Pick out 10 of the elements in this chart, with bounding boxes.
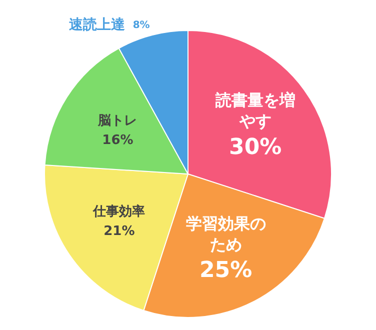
slice-label: 仕事効率 — [92, 204, 146, 220]
slice-label: 脳トレ — [97, 113, 138, 128]
data-label: 8% — [132, 20, 150, 31]
data-label: 25% — [199, 258, 252, 283]
data-label: 30% — [229, 134, 282, 160]
data-label: 21% — [104, 224, 135, 240]
slice-label: 学習効果のため — [186, 214, 266, 254]
slice-label: 読書量を増やす — [214, 90, 296, 131]
data-label: 16% — [102, 132, 134, 148]
slice-label: 速読上達 — [68, 16, 126, 33]
